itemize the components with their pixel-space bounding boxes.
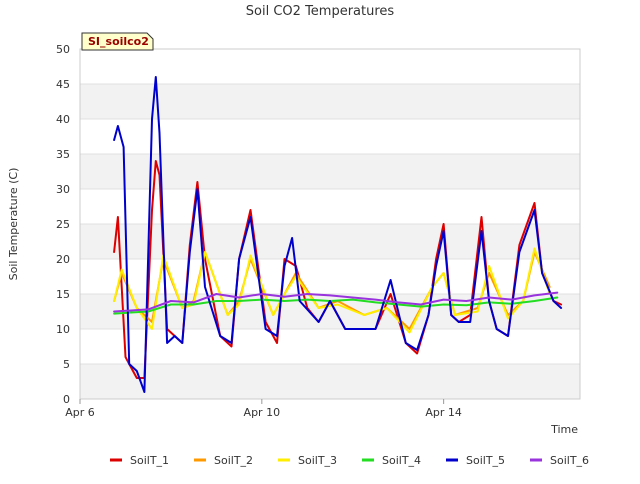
y-axis-ticks: 0 5 10 15 20 25 30 35 40 45 50 (56, 43, 70, 406)
grid-band (80, 224, 580, 259)
y-tick-label: 25 (56, 218, 70, 231)
series-line-soilt-6 (113, 291, 559, 313)
series-layer (113, 76, 563, 393)
annotation-box (81, 32, 154, 51)
legend-label-soilt-4: SoilT_4 (382, 454, 421, 467)
grid-band (80, 364, 580, 399)
site-annotation: SI_soilco2 (81, 32, 154, 51)
y-tick-label: 0 (63, 393, 70, 406)
chart-title: Soil CO2 Temperatures (246, 4, 395, 19)
x-axis-ticks: Apr 6 Apr 10 Apr 14 (65, 399, 462, 419)
y-tick-label: 15 (56, 288, 70, 301)
legend-label-soilt-6: SoilT_6 (550, 454, 589, 467)
annotation-text: SI_soilco2 (88, 35, 149, 48)
grid-band (80, 154, 580, 189)
legend-label-soilt-1: SoilT_1 (130, 454, 169, 467)
y-tick-label: 5 (63, 358, 70, 371)
series-line-soilt-1 (113, 160, 563, 379)
y-tick-label: 35 (56, 148, 70, 161)
y-axis-label: Soil Temperature (C) (7, 168, 20, 281)
legend-label-soilt-5: SoilT_5 (466, 454, 505, 467)
series-line-soilt-3 (113, 247, 551, 334)
y-tick-label: 50 (56, 43, 70, 56)
x-tick-label: Apr 10 (244, 406, 281, 419)
x-tick-label: Apr 6 (65, 406, 95, 419)
y-tick-label: 40 (56, 113, 70, 126)
grid-bands (80, 84, 580, 399)
y-tick-label: 20 (56, 253, 70, 266)
x-tick-label: Apr 14 (425, 406, 462, 419)
grid-band (80, 294, 580, 329)
legend-label-soilt-3: SoilT_3 (298, 454, 337, 467)
plot-area (79, 48, 581, 400)
grid-band (80, 84, 580, 119)
y-tick-label: 30 (56, 183, 70, 196)
series-line-soilt-4 (113, 296, 559, 315)
gridlines (80, 48, 580, 400)
y-tick-label: 10 (56, 323, 70, 336)
y-tick-label: 45 (56, 78, 70, 91)
legend-label-soilt-2: SoilT_2 (214, 454, 253, 467)
series-line-soilt-5 (113, 76, 563, 393)
legend: SoilT_1 SoilT_2 SoilT_3 SoilT_4 SoilT_5 SoilT… (110, 454, 589, 467)
x-axis-label: Time (550, 423, 578, 436)
